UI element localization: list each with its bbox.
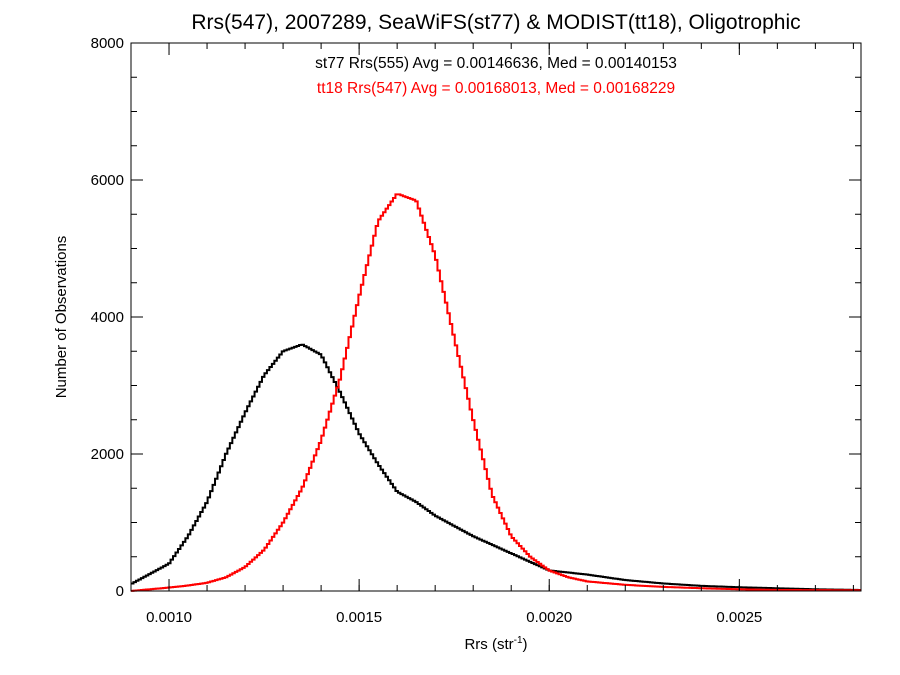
x-tick-label: 0.0020 <box>526 609 572 626</box>
series-line-tt18 <box>131 193 862 592</box>
chart-title: Rrs(547), 2007289, SeaWiFS(st77) & MODIS… <box>191 11 800 34</box>
x-ticks: 0.0010 0.0015 0.0020 0.0025 <box>130 43 854 626</box>
y-tick-label: 4000 <box>91 309 124 326</box>
plot-frame <box>130 42 862 592</box>
annotation-1: st77 Rrs(555) Avg = 0.00146636, Med = 0.… <box>315 55 677 72</box>
annotation-group: st77 Rrs(555) Avg = 0.00146636, Med = 0.… <box>315 55 677 97</box>
x-tick-label: 0.0010 <box>146 609 192 626</box>
y-tick-label: 2000 <box>91 446 124 463</box>
y-tick-label: 8000 <box>91 35 124 52</box>
series-group <box>131 193 862 592</box>
series-line-st77 <box>131 343 862 591</box>
y-tick-label: 0 <box>116 583 124 600</box>
x-tick-label: 0.0015 <box>336 609 382 626</box>
annotation-2: tt18 Rrs(547) Avg = 0.00168013, Med = 0.… <box>317 80 675 97</box>
x-axis-label: Rrs (str-1) <box>464 635 527 653</box>
y-axis-label: Number of Observations <box>53 236 70 399</box>
x-tick-label: 0.0025 <box>716 609 762 626</box>
y-tick-label: 6000 <box>91 172 124 189</box>
y-ticks: 0 2000 4000 6000 8000 <box>91 35 861 600</box>
